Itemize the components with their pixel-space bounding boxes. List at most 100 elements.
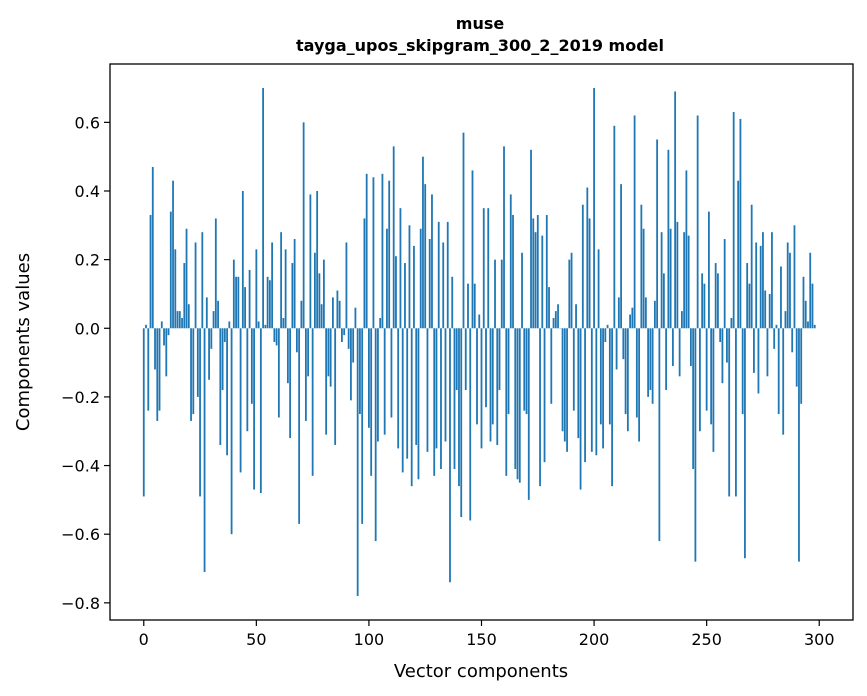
bar bbox=[507, 328, 510, 415]
bar bbox=[322, 259, 325, 329]
bar bbox=[235, 276, 237, 329]
bar bbox=[491, 328, 494, 425]
bar bbox=[415, 328, 418, 445]
bar bbox=[543, 328, 546, 463]
bar bbox=[295, 328, 298, 353]
bar bbox=[304, 328, 307, 421]
bar bbox=[187, 304, 190, 329]
bar bbox=[606, 324, 609, 329]
bar bbox=[530, 149, 532, 329]
bar bbox=[732, 112, 735, 329]
bar bbox=[689, 328, 692, 367]
bar bbox=[561, 328, 564, 432]
bar bbox=[780, 266, 782, 329]
bar bbox=[615, 328, 618, 370]
bar bbox=[370, 328, 373, 476]
bar bbox=[705, 328, 708, 411]
bar bbox=[667, 149, 670, 329]
bar bbox=[399, 208, 402, 329]
y-tick-label: −0.4 bbox=[61, 457, 100, 476]
bar bbox=[577, 328, 580, 439]
bar bbox=[703, 283, 706, 329]
bar bbox=[338, 300, 341, 329]
bar bbox=[341, 328, 343, 342]
bar bbox=[678, 328, 681, 377]
bar bbox=[701, 273, 704, 329]
bar bbox=[160, 321, 163, 329]
bar bbox=[777, 328, 780, 415]
bar bbox=[771, 232, 773, 329]
bar bbox=[406, 328, 409, 459]
bar bbox=[786, 242, 789, 329]
bar bbox=[464, 328, 467, 391]
bar bbox=[435, 328, 438, 449]
bar bbox=[527, 328, 530, 500]
bar bbox=[327, 328, 330, 377]
bar bbox=[757, 328, 760, 394]
bar bbox=[557, 304, 559, 329]
bar bbox=[377, 328, 379, 442]
bar bbox=[408, 225, 411, 329]
bar bbox=[676, 221, 679, 329]
bar bbox=[271, 242, 274, 329]
bar bbox=[244, 287, 246, 329]
bar bbox=[602, 328, 604, 449]
bar bbox=[793, 225, 796, 329]
bar bbox=[660, 232, 663, 329]
bar bbox=[241, 190, 244, 329]
bar bbox=[205, 297, 208, 329]
y-tick-label: −0.2 bbox=[61, 388, 100, 407]
bar bbox=[192, 328, 195, 415]
bar bbox=[480, 328, 483, 449]
bar bbox=[622, 328, 625, 360]
bar bbox=[172, 180, 174, 329]
bar bbox=[620, 184, 622, 329]
bar bbox=[532, 218, 535, 329]
bar bbox=[440, 328, 442, 469]
bar bbox=[190, 328, 192, 421]
y-tick-label: 0.6 bbox=[75, 113, 100, 132]
bar bbox=[595, 328, 598, 456]
bar bbox=[505, 328, 508, 476]
bar bbox=[212, 311, 215, 329]
bar bbox=[807, 321, 809, 329]
bar bbox=[624, 328, 627, 415]
bar bbox=[221, 328, 224, 391]
bar bbox=[750, 204, 753, 329]
bar bbox=[581, 204, 584, 329]
bar bbox=[194, 242, 197, 329]
bar bbox=[268, 280, 271, 329]
bar bbox=[422, 156, 424, 329]
bar bbox=[764, 290, 767, 329]
bar bbox=[156, 328, 159, 421]
bar bbox=[246, 328, 249, 432]
bar bbox=[674, 91, 677, 329]
bar bbox=[300, 300, 303, 329]
bar bbox=[753, 328, 755, 373]
bar bbox=[147, 328, 150, 411]
bar bbox=[185, 228, 188, 329]
x-axis-label: Vector components bbox=[394, 661, 568, 682]
bar bbox=[651, 328, 654, 404]
bar bbox=[473, 283, 476, 329]
bar bbox=[174, 249, 177, 329]
bar bbox=[381, 173, 384, 329]
bar bbox=[813, 324, 816, 329]
bar bbox=[476, 328, 478, 425]
bar bbox=[431, 194, 433, 329]
bar bbox=[545, 215, 548, 329]
bar bbox=[653, 300, 656, 329]
bar bbox=[395, 256, 397, 329]
bar bbox=[345, 242, 348, 329]
bar bbox=[446, 221, 449, 329]
bar bbox=[203, 328, 206, 572]
bar bbox=[800, 328, 803, 404]
bar bbox=[453, 328, 456, 469]
bar bbox=[311, 328, 314, 476]
x-tick-label: 100 bbox=[354, 630, 385, 649]
bar bbox=[277, 328, 280, 418]
bar bbox=[289, 328, 292, 439]
bar bbox=[374, 328, 377, 542]
bar bbox=[500, 259, 503, 329]
bar bbox=[728, 328, 731, 497]
